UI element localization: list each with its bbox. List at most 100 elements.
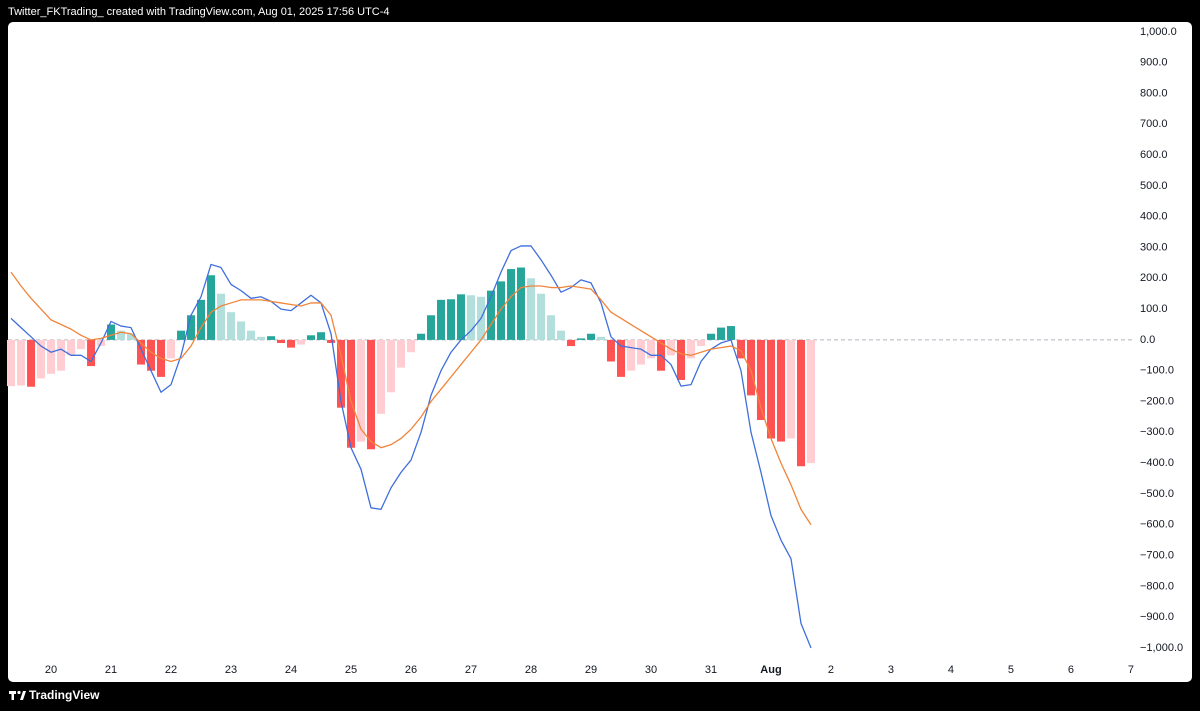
x-tick-label: 27 (465, 664, 477, 676)
x-tick-label: 26 (405, 664, 417, 676)
histogram-bar (516, 267, 525, 340)
histogram-bar (646, 339, 655, 359)
histogram-bar (567, 339, 576, 347)
histogram-bar (317, 332, 326, 340)
x-tick-label: 23 (225, 664, 237, 676)
histogram-bar (197, 299, 206, 340)
histogram-bar (537, 293, 546, 340)
x-tick-label: Aug (760, 664, 781, 676)
x-tick-label: 25 (345, 664, 357, 676)
y-tick-label: −400.0 (1140, 457, 1174, 469)
histogram-bar (327, 339, 336, 343)
histogram-bar (177, 330, 186, 340)
histogram-bar (417, 333, 426, 340)
histogram-bar (207, 275, 216, 340)
y-tick-label: −200.0 (1140, 395, 1174, 407)
histogram-bar (606, 339, 615, 362)
histogram-bar (777, 339, 786, 442)
histogram-bar (437, 299, 446, 340)
x-tick-label: 24 (285, 664, 297, 676)
histogram-bar (137, 339, 146, 365)
histogram-bar (616, 339, 625, 377)
histogram-bar (377, 339, 386, 414)
histogram-bar (627, 339, 636, 371)
histogram-bar (747, 339, 756, 396)
histogram-bar (297, 339, 306, 345)
histogram-bar (366, 339, 375, 450)
histogram-bar (186, 315, 195, 340)
histogram-bar (597, 336, 606, 340)
y-tick-label: 900.0 (1140, 57, 1168, 69)
histogram-bar (636, 339, 645, 365)
histogram-bar (796, 339, 805, 467)
histogram-bar (87, 339, 96, 367)
x-tick-label: 7 (1128, 664, 1134, 676)
histogram-bar (47, 339, 56, 374)
histogram-bar (546, 315, 555, 340)
x-tick-label: 20 (45, 664, 57, 676)
histogram-bar (237, 321, 246, 340)
x-tick-label: 3 (888, 664, 894, 676)
histogram-bar (717, 327, 726, 340)
histogram-bar (807, 339, 816, 464)
x-tick-label: 21 (105, 664, 117, 676)
histogram-bar (117, 330, 126, 340)
histogram-bar (246, 330, 255, 340)
histogram-bar (696, 339, 705, 347)
chart-panel (8, 22, 1192, 682)
histogram-bar (227, 312, 236, 340)
histogram-bar (786, 339, 795, 439)
histogram-bar (557, 330, 566, 340)
histogram-bar (27, 339, 36, 387)
y-tick-label: 200.0 (1140, 272, 1168, 284)
x-tick-label: 29 (585, 664, 597, 676)
histogram-bar (486, 290, 495, 340)
x-tick-label: 30 (645, 664, 657, 676)
histogram-bar (666, 339, 675, 356)
histogram-bar (306, 335, 315, 340)
histogram-bar (336, 339, 345, 408)
header-text: Twitter_FKTrading_ created with TradingV… (8, 6, 390, 18)
brand: TradingView (29, 688, 100, 702)
y-tick-label: 600.0 (1140, 149, 1168, 161)
histogram-bar (77, 339, 86, 350)
histogram-bar (706, 333, 715, 340)
histogram (6, 267, 816, 467)
histogram-bar (407, 339, 416, 353)
y-tick-label: −300.0 (1140, 426, 1174, 438)
histogram-bar (216, 293, 225, 340)
x-tick-label: 28 (525, 664, 537, 676)
histogram-bar (756, 339, 765, 421)
histogram-bar (57, 339, 66, 371)
x-tick-label: 4 (948, 664, 954, 676)
x-tick-label: 5 (1008, 664, 1014, 676)
histogram-bar (687, 339, 696, 359)
y-tick-label: 1,000.0 (1140, 26, 1177, 38)
y-tick-label: 700.0 (1140, 118, 1168, 130)
y-tick-label: 0.0 (1140, 334, 1155, 346)
histogram-bar (456, 294, 465, 340)
y-tick-label: −800.0 (1140, 580, 1174, 592)
line (10, 245, 812, 649)
histogram-bar (736, 339, 745, 359)
y-tick-label: −900.0 (1140, 611, 1174, 623)
line (10, 271, 812, 526)
y-tick-label: −1,000.0 (1140, 642, 1183, 654)
histogram-bar (766, 339, 775, 439)
histogram-bar (287, 339, 296, 348)
y-tick-label: 400.0 (1140, 211, 1168, 223)
brand-logo (9, 690, 26, 700)
y-tick-label: −500.0 (1140, 488, 1174, 500)
histogram-bar (426, 315, 435, 340)
histogram-bar (167, 339, 176, 359)
histogram-bar (497, 281, 506, 340)
histogram-bar (36, 339, 45, 379)
histogram-bar (6, 339, 15, 387)
histogram-bar (66, 339, 75, 356)
histogram-bar (586, 333, 595, 340)
histogram-bar (257, 336, 266, 340)
histogram-bar (107, 324, 116, 340)
y-tick-label: −600.0 (1140, 519, 1174, 531)
